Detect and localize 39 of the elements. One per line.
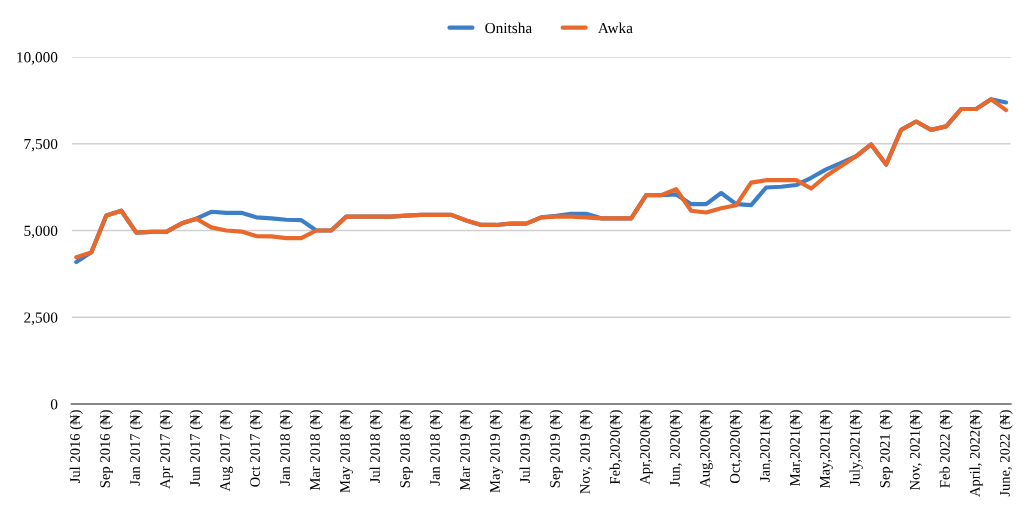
y-tick-label: 5,000 [24, 225, 58, 239]
x-tick-label: Jun 2017 (₦) [189, 410, 203, 487]
x-tick-label: Jun, 2020(₦) [669, 410, 683, 487]
legend-label: Onitsha [485, 22, 532, 34]
x-tick-label: Jan 2017 (₦) [129, 410, 143, 486]
x-tick-label: Jul 2019 (₦) [519, 410, 533, 484]
x-tick-label: April, 2022(₦) [969, 410, 983, 497]
x-tick-label: Sep 2019 (₦) [549, 410, 563, 488]
x-tick-label: Jan 2018 (₦) [429, 410, 443, 486]
x-tick-label: Sep 2016 (₦) [99, 410, 113, 488]
x-tick-label: Nov, 2021(₦) [909, 410, 923, 491]
x-tick-label: Apr 2017 (₦) [159, 410, 173, 489]
x-tick-label: June, 2022 (₦) [999, 410, 1013, 497]
x-tick-label: Mar 2019 (₦) [459, 410, 473, 491]
x-tick-label: Mar 2018 (₦) [309, 410, 323, 491]
x-tick-label: Oct,2020(₦) [729, 410, 743, 484]
x-tick-label: May 2019 (₦) [489, 410, 503, 493]
x-tick-label: July,2021(₦) [849, 410, 863, 486]
x-tick-label: Sep 2021 (₦) [879, 410, 893, 488]
x-tick-label: Jan,2021(₦) [759, 410, 773, 482]
x-tick-label: May,2021(₦) [819, 410, 833, 489]
y-tick-label: 2,500 [24, 312, 58, 325]
x-tick-label: May 2018 (₦) [339, 410, 353, 493]
x-tick-label: Feb 2022 (₦) [939, 410, 953, 488]
x-tick-label: Aug 2017 (₦) [219, 410, 233, 492]
x-tick-label: Mar,2021(₦) [789, 410, 803, 486]
x-tick-label: Jul 2018 (₦) [369, 410, 383, 484]
x-tick-label: Jan 2018 (₦) [279, 410, 293, 486]
x-tick-label: Aug,2020(₦) [699, 410, 713, 488]
x-tick-label: Sep 2018 (₦) [399, 410, 413, 488]
x-tick-label: Jul 2016 (₦) [69, 410, 83, 484]
y-tick-label: 10,000 [17, 52, 58, 65]
x-tick-label: Nov, 2019 (₦) [579, 410, 593, 494]
y-tick-label: 0 [50, 399, 58, 410]
x-tick-label: Apr,2020(₦) [639, 410, 653, 485]
x-tick-label: Feb,2020(₦) [609, 410, 623, 485]
y-tick-label: 7,500 [24, 138, 58, 152]
x-tick-label: Oct 2017 (₦) [249, 410, 263, 487]
legend-label: Awka [598, 22, 633, 34]
